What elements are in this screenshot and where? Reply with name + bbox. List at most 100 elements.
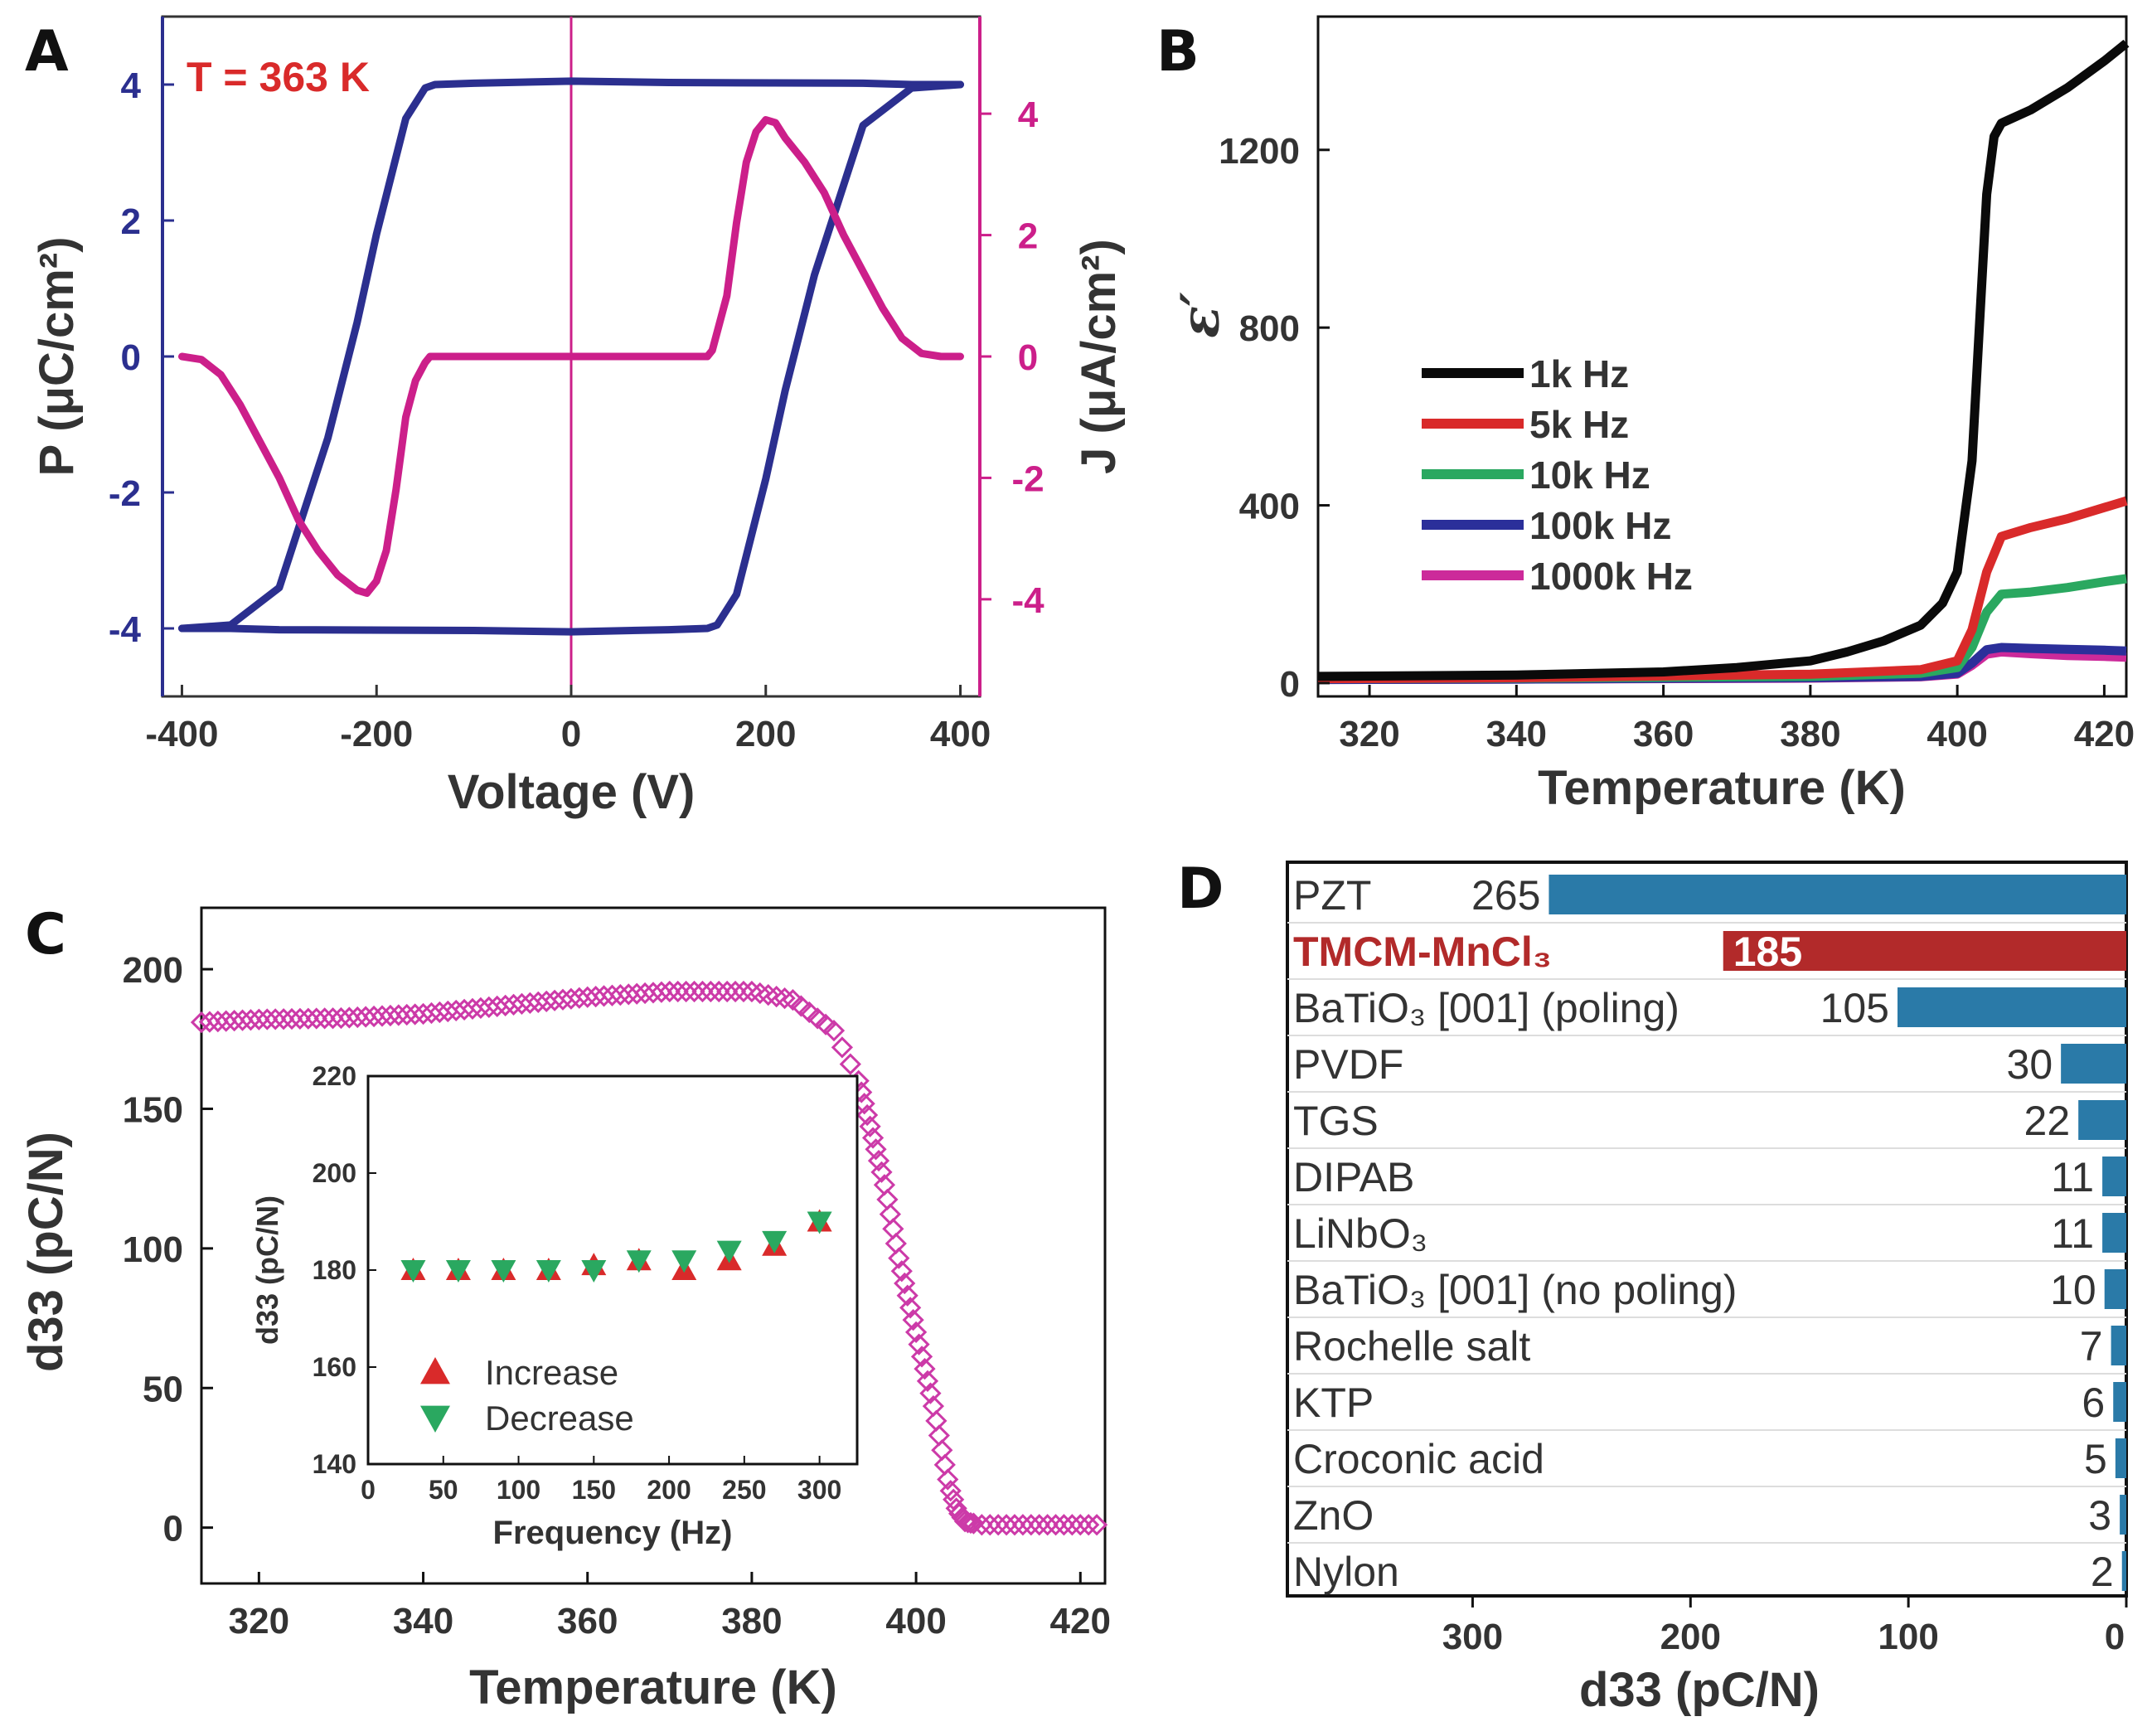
panel-d-category-3: PVDF [1293, 1041, 1403, 1088]
panel-c-point-114 [945, 1497, 967, 1520]
panel-c-inset-legend-label-1: Decrease [485, 1399, 634, 1438]
panel-letter-c: C [25, 902, 66, 967]
panel-c-inset-xlabel: Frequency (Hz) [493, 1515, 733, 1551]
panel-d-value-label-1: 185 [1733, 929, 1802, 975]
panel-a-ytick-right-label-0: -4 [1011, 580, 1044, 621]
panel-c-xtick-label-1: 340 [393, 1601, 453, 1641]
panel-c-point-56 [650, 981, 673, 1003]
panel-c-point-1 [198, 1011, 221, 1033]
panel-letter-b: B [1156, 19, 1200, 85]
panel-d-value-label-2: 105 [1820, 985, 1889, 1031]
panel-c-point-127 [1020, 1514, 1042, 1536]
panel-a-xtick-label-3: 200 [735, 714, 796, 754]
panel-c-point-43 [543, 989, 566, 1011]
panel-c-point-23 [379, 1004, 402, 1027]
panel-c-point-135 [1085, 1514, 1108, 1536]
panel-c-point-76 [814, 1013, 837, 1035]
panel-c-point-103 [914, 1357, 936, 1380]
panel-b-xlabel: Temperature (K) [1538, 761, 1906, 815]
panel-c-inset-legend-marker-0 [420, 1357, 450, 1384]
panel-d-category-11: ZnO [1293, 1492, 1374, 1539]
panel-c-point-41 [527, 991, 550, 1013]
panel-c-point-96 [894, 1272, 916, 1295]
panel-c: 320 340 360 380 400 420 0 50 100 150 200 Temperatu… [19, 906, 1111, 1714]
panel-c-point-91 [879, 1203, 902, 1225]
panel-d-value-label-9: 6 [2082, 1380, 2105, 1426]
panel-b-ytick-label-0: 0 [1280, 664, 1300, 705]
panel-c-point-67 [740, 980, 763, 1003]
panel-b-legend-label-1: 5k Hz [1529, 403, 1629, 446]
panel-d-category-8: Rochelle salt [1293, 1323, 1530, 1370]
panel-c-point-94 [888, 1247, 910, 1269]
panel-c-point-57 [658, 980, 681, 1003]
panel-c-point-130 [1044, 1514, 1067, 1536]
panel-c-point-133 [1069, 1514, 1092, 1536]
panel-d-bar-4 [2078, 1100, 2126, 1140]
panel-b-ytick-label-2: 800 [1239, 308, 1300, 349]
panel-a-ytick-right-label-1: -2 [1011, 458, 1044, 499]
panel-c-inset-legend-label-0: Increase [485, 1353, 618, 1392]
panel-c-point-19 [347, 1006, 369, 1029]
panel-c-point-123 [987, 1514, 1010, 1536]
panel-c-point-112 [939, 1480, 962, 1502]
panel-c-xtick-label-2: 360 [557, 1601, 618, 1641]
panel-a-xtick-label-2: 0 [561, 714, 581, 754]
panel-c-point-35 [477, 996, 500, 1019]
panel-c-ytick-label-3: 150 [123, 1089, 183, 1130]
panel-c-point-85 [861, 1127, 885, 1149]
panel-c-inset-ytick-label-1: 160 [313, 1352, 356, 1382]
panel-c-point-93 [885, 1232, 907, 1255]
panel-c-point-118 [957, 1511, 979, 1534]
panel-a-series-3 [703, 116, 964, 361]
panel-d-xtick-label-0: 300 [1442, 1617, 1503, 1657]
panel-c-point-75 [807, 1007, 829, 1030]
panel-d-category-5: DIPAB [1293, 1154, 1414, 1200]
panel-d-value-label-7: 10 [2050, 1267, 2096, 1313]
panel-b-xtick-label-0: 320 [1339, 714, 1399, 754]
panel-b-xtick-label-2: 360 [1633, 714, 1694, 754]
panel-c-inset-xtick-label-2: 100 [497, 1475, 540, 1505]
panel-c-point-72 [782, 989, 804, 1011]
panel-c-xtick-label-4: 400 [885, 1601, 946, 1641]
panel-b-legend-label-4: 1000k Hz [1529, 555, 1693, 598]
panel-c-point-28 [420, 1001, 443, 1025]
panel-c-xtick-label-0: 320 [229, 1601, 289, 1641]
panel-c-point-120 [962, 1512, 985, 1535]
panel-c-point-90 [876, 1188, 899, 1211]
panel-c-inset-point-decrease-8 [762, 1230, 788, 1254]
panel-d-category-1: TMCM-MnCl₃ [1293, 929, 1552, 975]
panel-c-point-64 [716, 980, 739, 1003]
panel-letter-d: D [1177, 856, 1224, 922]
panel-c-point-55 [642, 982, 665, 1004]
panel-c-xtick-label-5: 420 [1050, 1601, 1111, 1641]
panel-c-inset-xtick-label-5: 250 [722, 1475, 766, 1505]
panel-c-point-40 [519, 992, 541, 1014]
panel-b-legend-label-3: 100k Hz [1529, 504, 1671, 547]
panel-c-point-52 [618, 983, 640, 1006]
panel-c-point-102 [910, 1346, 933, 1368]
panel-a-ylabel: P (μC/cm²) [30, 236, 84, 476]
panel-c-inset-ytick-label-0: 140 [313, 1449, 356, 1479]
panel-b-series-2 [1317, 574, 2127, 684]
panel-d-bar-6 [2102, 1213, 2126, 1253]
panel-c-point-22 [371, 1005, 394, 1027]
panel-c-point-110 [933, 1453, 956, 1476]
panel-d-category-4: TGS [1293, 1098, 1379, 1144]
panel-c-point-9 [264, 1008, 287, 1030]
panel-a-ytick-label-3: 2 [121, 201, 141, 242]
panel-a-xtick-label-0: -400 [145, 714, 218, 754]
panel-c-point-5 [231, 1009, 254, 1031]
panel-d-xtick-label-3: 0 [2105, 1617, 2125, 1657]
panel-d-value-label-3: 30 [2007, 1041, 2053, 1088]
panel-c-point-44 [551, 988, 574, 1011]
panel-c-inset-ytick-label-3: 200 [313, 1158, 356, 1188]
panel-c-point-12 [288, 1007, 312, 1030]
panel-c-point-84 [859, 1115, 881, 1137]
panel-d-value-label-12: 2 [2091, 1549, 2114, 1595]
panel-a-ytick-right-label-4: 4 [1018, 95, 1039, 135]
panel-c-point-7 [248, 1008, 270, 1030]
panel-c-point-38 [502, 993, 525, 1016]
